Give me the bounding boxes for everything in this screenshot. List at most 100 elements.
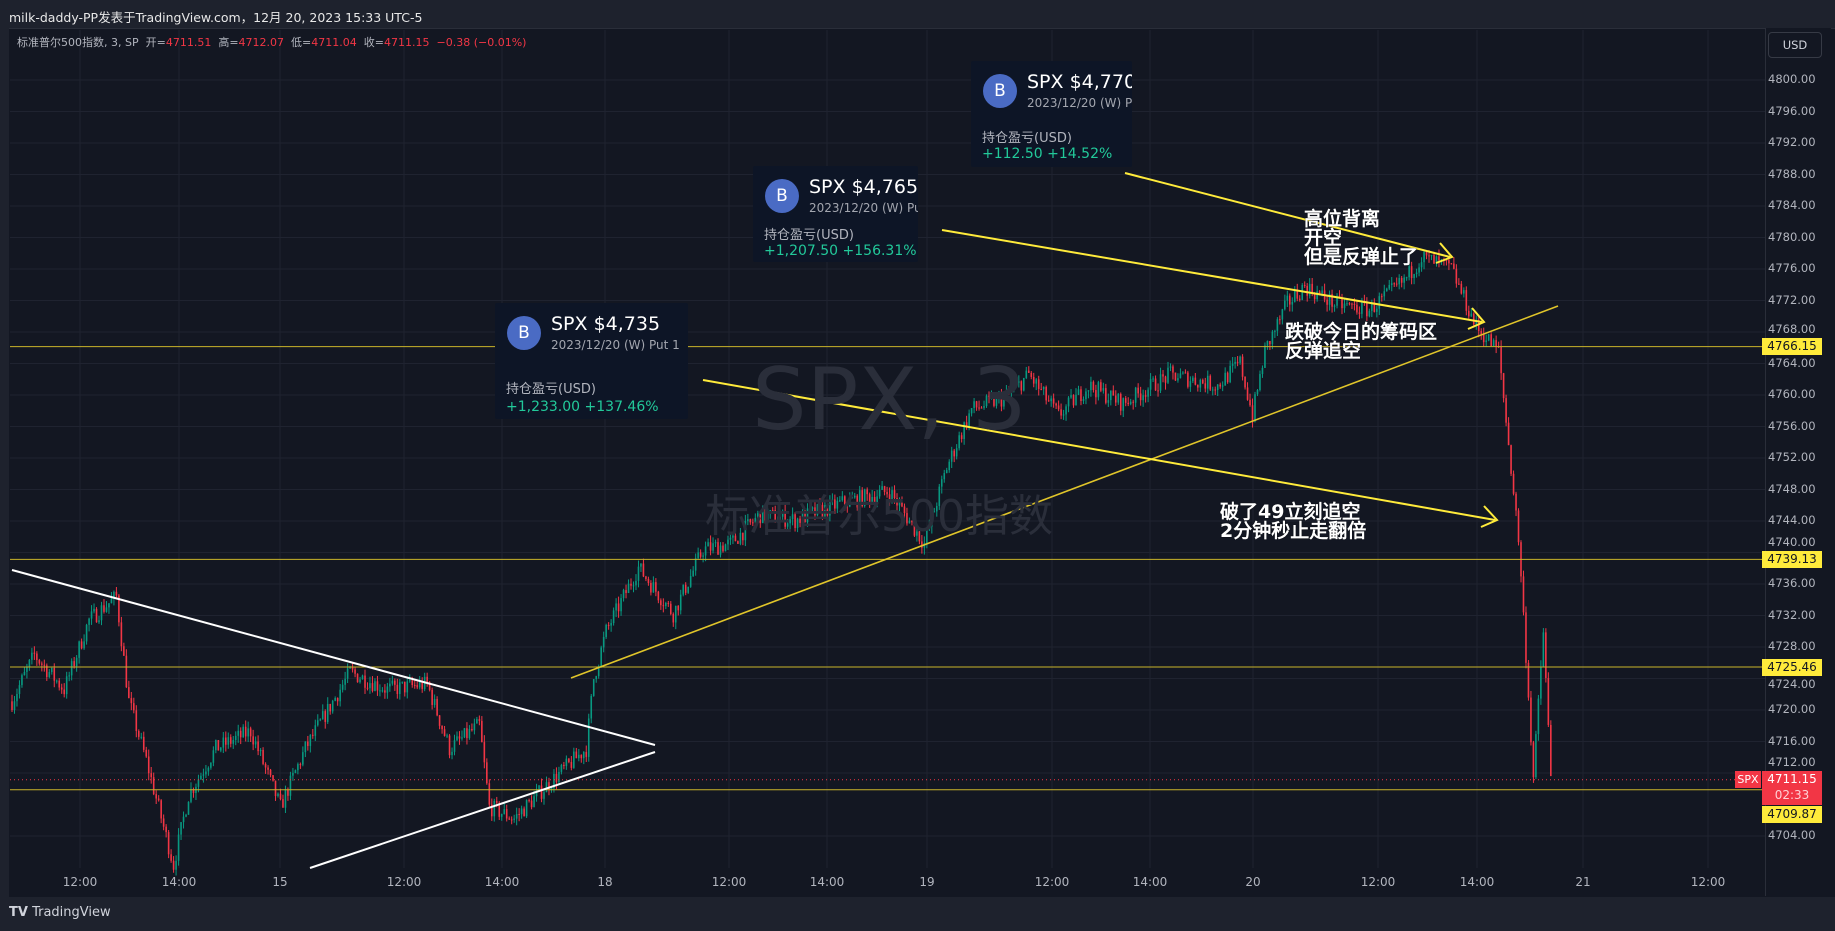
candle (806, 503, 809, 527)
candle (1537, 694, 1540, 741)
candle (1520, 540, 1522, 583)
time-tick-label: 12:00 (62, 875, 98, 889)
price-tick-label: 4724.00 (1768, 677, 1816, 691)
currency-button[interactable]: USD (1768, 32, 1822, 58)
candle (1159, 367, 1162, 394)
candle (1423, 251, 1425, 270)
time-tick-label: 12:00 (386, 875, 422, 889)
candle (722, 542, 724, 553)
candle (433, 694, 436, 708)
candle (1453, 257, 1455, 270)
candle (1199, 378, 1202, 393)
candle (396, 678, 399, 699)
candle (200, 772, 202, 780)
candle (471, 723, 473, 732)
pnl-label: 持仓盈亏(USD) (764, 228, 854, 243)
ohlc-legend: 标准普尔500指数, 3, SP 开=4711.51 高=4712.07 低=4… (17, 34, 526, 50)
candle (222, 732, 225, 754)
annotation-text[interactable]: 高位背离 开空 但是反弹止了 (1304, 208, 1419, 268)
arrow-drawing[interactable] (941, 229, 1486, 330)
pnl-value: +1,207.50 +156.31% (764, 243, 917, 259)
candle (1400, 275, 1403, 288)
candle (1286, 290, 1289, 308)
candle (510, 816, 513, 825)
candle (1296, 283, 1299, 302)
annotation-text[interactable]: 破了49立刻追空 2分钟秒止走翻倍 (1220, 501, 1367, 542)
candle (175, 855, 177, 876)
annotation-text[interactable]: 跌破今日的筹码区 反弹追空 (1285, 321, 1438, 362)
price-tick-label: 4792.00 (1768, 135, 1816, 149)
position-card[interactable]: B SPX $4,765 2023/12/20 (W) Put 1 持仓盈亏(U… (753, 166, 918, 262)
candle (1259, 370, 1261, 392)
candle (747, 513, 749, 526)
candle (234, 731, 237, 746)
candle (988, 391, 990, 404)
candle (846, 501, 849, 513)
position-card[interactable]: B SPX $4,735 2023/12/20 (W) Put 1 持仓盈亏(U… (495, 303, 688, 419)
candle (1303, 281, 1306, 288)
candle (1373, 298, 1376, 313)
candle (413, 679, 416, 689)
candle (1052, 393, 1055, 408)
candle (205, 764, 207, 778)
candle (356, 673, 359, 683)
chart-pane[interactable] (9, 28, 1835, 897)
candle (468, 725, 471, 740)
candle (563, 761, 565, 770)
candle (1540, 660, 1542, 705)
candle (108, 603, 110, 614)
candle (1438, 249, 1440, 268)
candle (918, 530, 921, 545)
candle (493, 798, 496, 822)
high-label: 高= (218, 36, 239, 49)
candle (1177, 373, 1179, 383)
candle (16, 688, 18, 707)
candle (160, 799, 162, 824)
candle (1545, 628, 1547, 683)
candle (1189, 376, 1192, 392)
arrow-drawing[interactable] (1124, 172, 1454, 264)
time-tick-label: 12:00 (711, 875, 747, 889)
close-label: 收= (363, 36, 384, 49)
candle (334, 696, 336, 702)
candle (1030, 371, 1033, 380)
rising-trendline[interactable] (570, 305, 1559, 679)
candle (242, 724, 244, 738)
candle (212, 746, 215, 767)
price-tick-label: 4796.00 (1768, 103, 1816, 118)
price-tick-label: 4768.00 (1768, 322, 1816, 336)
candle (1077, 385, 1080, 396)
candle (953, 448, 955, 463)
candle (834, 494, 836, 514)
price-axis[interactable] (1765, 28, 1831, 896)
candle (776, 516, 779, 523)
candle (48, 669, 51, 679)
candle (520, 805, 523, 819)
candle (354, 666, 356, 678)
candle (1398, 274, 1400, 290)
tradingview-logo[interactable]: 𝗧𝗩 TradingView (9, 905, 111, 920)
candle (1241, 354, 1244, 381)
candle (1542, 628, 1545, 668)
position-card[interactable]: B SPX $4,770 2023/12/20 (W) Put 1 持仓盈亏(U… (971, 61, 1132, 167)
candle (210, 762, 212, 770)
candle (443, 725, 446, 737)
triangle-lower-trendline[interactable] (309, 751, 656, 869)
time-tick-label: 18 (597, 875, 613, 889)
candle (376, 675, 379, 696)
candle (903, 503, 906, 520)
candle (391, 675, 394, 686)
candle (1388, 279, 1391, 291)
candle (1122, 397, 1125, 418)
arrow-drawing[interactable] (702, 379, 1499, 528)
candle (913, 521, 916, 537)
candle (267, 765, 269, 775)
candle (1080, 386, 1082, 406)
candle (155, 790, 157, 804)
candle (1435, 255, 1438, 267)
price-tick-label: 4780.00 (1768, 229, 1816, 244)
candle (346, 663, 349, 683)
candle (115, 587, 118, 598)
triangle-upper-trendline[interactable] (11, 569, 656, 746)
